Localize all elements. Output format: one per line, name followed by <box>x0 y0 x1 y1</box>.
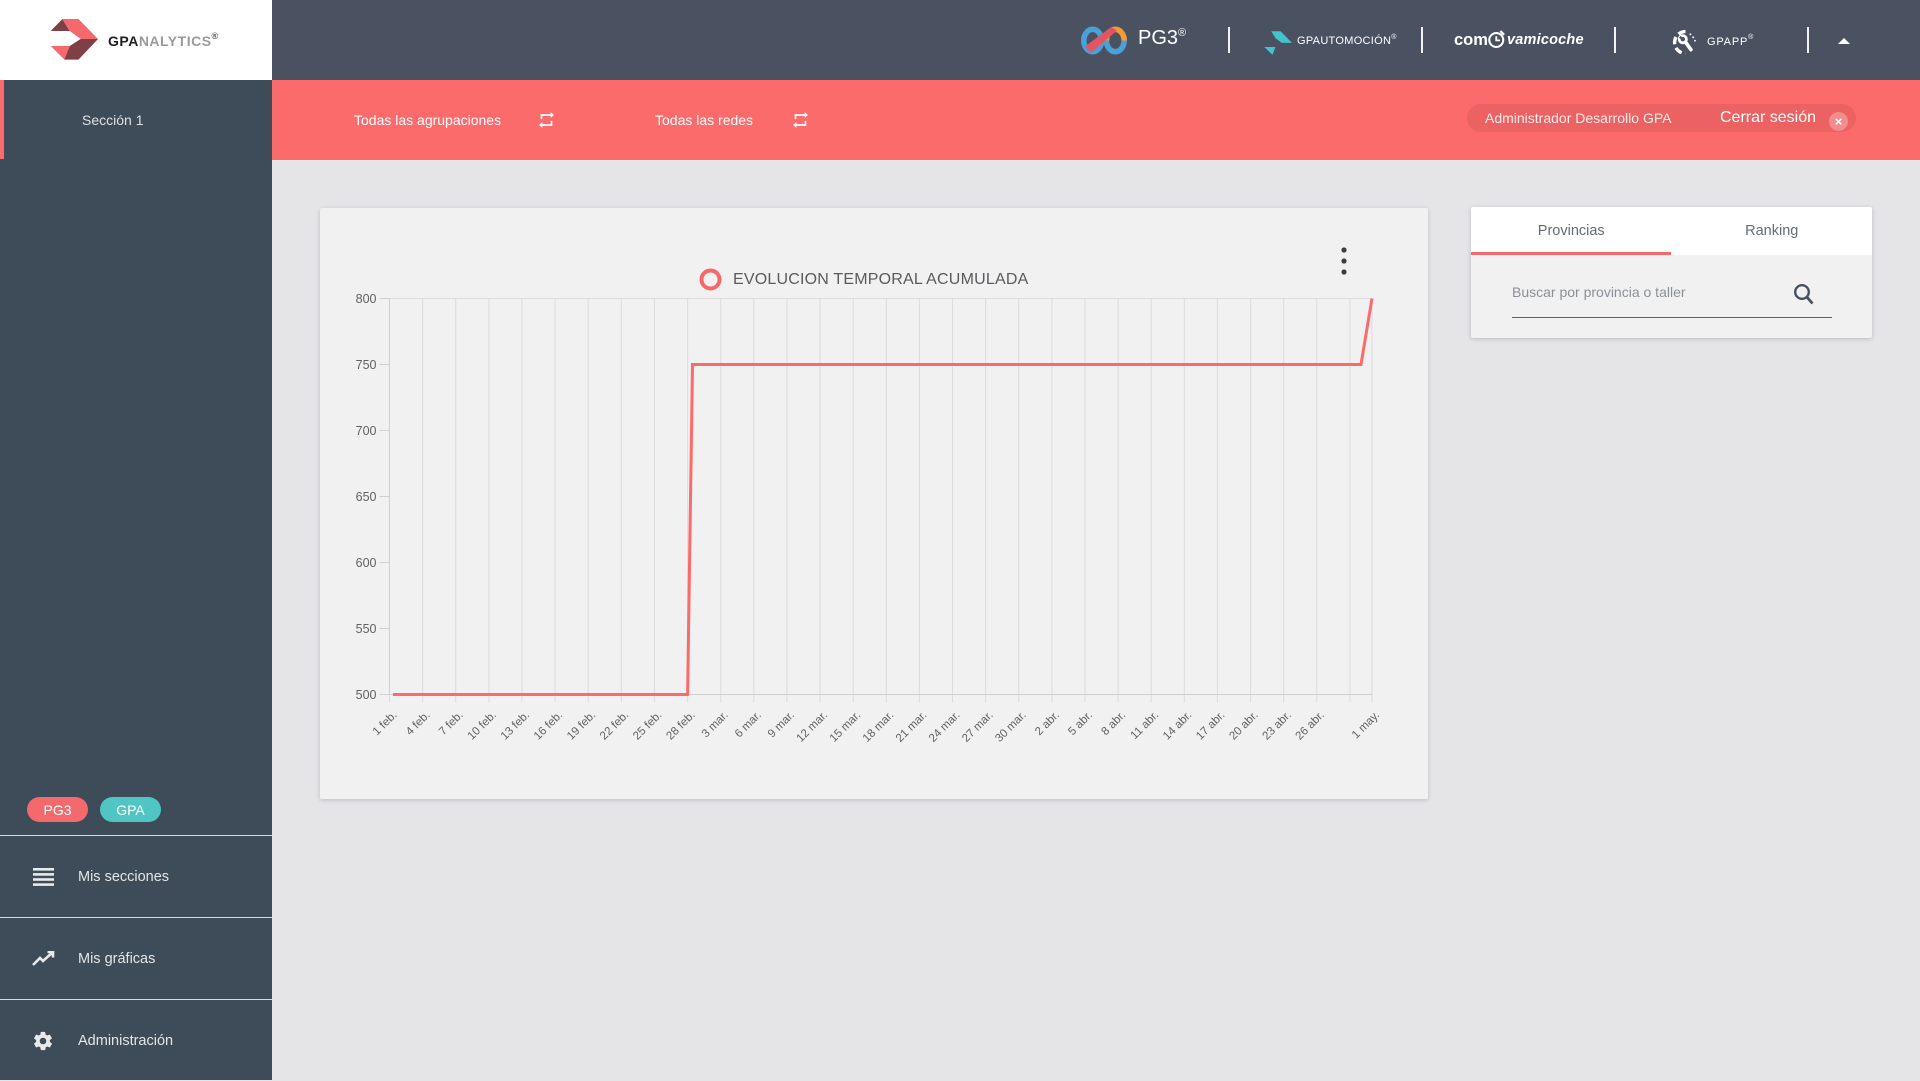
svg-text:30 mar.: 30 mar. <box>993 709 1029 745</box>
svg-text:13 feb.: 13 feb. <box>499 709 532 742</box>
svg-text:17 abr.: 17 abr. <box>1194 709 1227 742</box>
svg-text:6 mar.: 6 mar. <box>733 709 764 740</box>
svg-text:800: 800 <box>356 292 377 306</box>
svg-text:4 feb.: 4 feb. <box>404 709 433 738</box>
svg-text:11 abr.: 11 abr. <box>1129 709 1162 742</box>
svg-text:1 may.: 1 may. <box>1350 709 1382 741</box>
svg-text:700: 700 <box>356 424 377 438</box>
svg-text:10 feb.: 10 feb. <box>466 709 499 742</box>
svg-text:14 abr.: 14 abr. <box>1161 709 1194 742</box>
svg-text:15 mar.: 15 mar. <box>828 709 864 745</box>
svg-text:5 abr.: 5 abr. <box>1066 709 1095 738</box>
svg-text:500: 500 <box>356 688 377 702</box>
svg-text:19 feb.: 19 feb. <box>565 709 598 742</box>
svg-text:550: 550 <box>356 622 377 636</box>
svg-text:18 mar.: 18 mar. <box>861 709 897 745</box>
svg-text:8 abr.: 8 abr. <box>1099 709 1128 738</box>
svg-text:26 abr.: 26 abr. <box>1294 709 1327 742</box>
svg-text:9 mar.: 9 mar. <box>766 709 797 740</box>
svg-text:12 mar.: 12 mar. <box>795 709 831 745</box>
svg-text:22 feb.: 22 feb. <box>598 709 631 742</box>
svg-text:24 mar.: 24 mar. <box>927 709 963 745</box>
svg-text:20 abr.: 20 abr. <box>1227 709 1260 742</box>
svg-text:650: 650 <box>356 490 377 504</box>
svg-text:600: 600 <box>356 556 377 570</box>
svg-text:21 mar.: 21 mar. <box>894 709 930 745</box>
svg-text:16 feb.: 16 feb. <box>532 709 565 742</box>
svg-text:27 mar.: 27 mar. <box>960 709 996 745</box>
svg-text:23 abr.: 23 abr. <box>1260 709 1293 742</box>
svg-text:3 mar.: 3 mar. <box>700 709 731 740</box>
svg-text:750: 750 <box>356 358 377 372</box>
svg-text:1 feb.: 1 feb. <box>371 709 400 738</box>
svg-text:28 feb.: 28 feb. <box>664 709 697 742</box>
svg-text:7 feb.: 7 feb. <box>437 709 466 738</box>
svg-text:2 abr.: 2 abr. <box>1033 709 1062 738</box>
svg-text:25 feb.: 25 feb. <box>631 709 664 742</box>
